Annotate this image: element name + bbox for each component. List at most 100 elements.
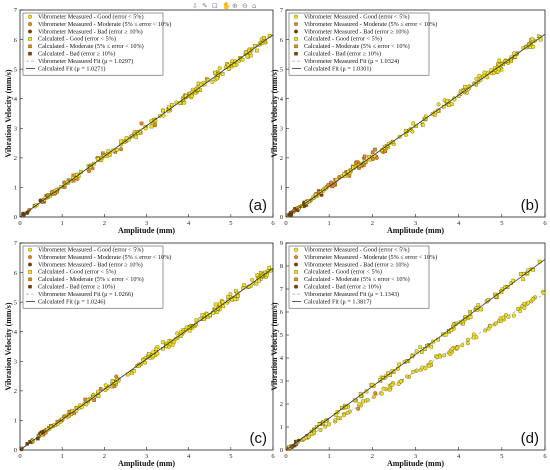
measured-point <box>194 318 199 323</box>
measured-point <box>450 102 454 107</box>
legend-entry: Vibrometer Measured - Bad (error ≥ 10%) <box>304 261 409 268</box>
measured-point <box>374 155 379 160</box>
y-tick-label: 0 <box>280 214 283 221</box>
y-tick-label: 3 <box>14 358 17 365</box>
measured-point <box>155 351 160 356</box>
y-axis-label: Vibration Velocity (mm/s) <box>4 302 13 390</box>
x-axis-label: Amplitude (mm) <box>387 226 444 235</box>
measured-point <box>373 391 378 396</box>
calculated-point <box>220 300 225 304</box>
x-tick-label: 5 <box>500 220 503 227</box>
calculated-point <box>215 310 219 314</box>
y-tick-label: 3 <box>14 125 17 132</box>
legend-marker <box>28 277 32 282</box>
legend-entry: Vibrometer Measured - Moderate (5% ≤ err… <box>38 254 171 261</box>
calculated-point <box>130 371 134 375</box>
measured-point <box>173 337 178 342</box>
calculated-point <box>146 352 151 356</box>
calculated-point <box>383 149 387 153</box>
calculated-point <box>232 63 237 67</box>
calculated-fit-line <box>19 34 274 218</box>
chart-panel-c: 0 1 2 3 4 5 6 0 1 2 3 4 5 6 7 Amplitude (mm) Vibration V… <box>4 240 275 468</box>
legend-marker <box>28 14 32 19</box>
legend-marker <box>294 51 298 56</box>
y-axis-label: Vibration Velocity (mm/s) <box>4 69 13 157</box>
x-tick-label: 5 <box>229 220 232 227</box>
scatter-points <box>19 265 273 452</box>
y-tick-label: 4 <box>14 96 18 103</box>
legend-marker <box>294 284 298 289</box>
y-tick-label: 7 <box>280 286 284 293</box>
legend-marker <box>28 44 32 49</box>
calculated-point <box>468 311 473 316</box>
legend-marker <box>28 262 32 267</box>
pan-icon[interactable]: ✋ <box>222 1 231 10</box>
y-tick-label: 0 <box>14 447 17 454</box>
x-tick-label: 1 <box>328 453 331 460</box>
legend-entry: Vibrometer Measured - Moderate (5% ≤ err… <box>304 21 437 28</box>
calculated-point <box>362 163 366 167</box>
x-tick-label: 1 <box>328 220 331 227</box>
legend: Vibrometer Measured - Good (error < 5%)V… <box>288 12 437 76</box>
zoom-in-icon[interactable]: ⊕ <box>232 2 238 10</box>
datatip-icon[interactable]: ⊡ <box>212 2 218 10</box>
y-tick-label: 1 <box>14 418 17 425</box>
calculated-point <box>200 313 205 317</box>
measured-point <box>530 297 535 302</box>
calculated-point <box>161 108 166 113</box>
calculated-point <box>213 70 217 75</box>
x-tick-label: 5 <box>500 453 503 460</box>
calculated-point <box>479 307 483 312</box>
legend-entry: Calculated - Good (error < 5%) <box>304 269 382 276</box>
x-tick-label: 6 <box>271 453 275 460</box>
measured-point <box>189 94 194 99</box>
x-tick-label: 3 <box>414 220 417 227</box>
x-tick-label: 2 <box>371 220 374 227</box>
measured-point <box>410 369 415 374</box>
calculated-point <box>110 379 115 383</box>
brush-icon[interactable]: ✎ <box>202 2 208 10</box>
calculated-point <box>267 265 272 270</box>
legend-entry: Vibrometer Measured Fit (μ = 1.0297) <box>38 58 133 65</box>
y-tick-label: 7 <box>280 7 284 14</box>
measured-fit-line <box>285 293 546 451</box>
y-tick-label: 2 <box>280 401 283 408</box>
calculated-point <box>364 389 369 394</box>
legend-entry: Calculated - Moderate (5% ≤ error < 10%) <box>38 43 144 50</box>
home-icon[interactable]: ⌂ <box>252 2 256 10</box>
y-tick-label: 9 <box>280 240 283 247</box>
legend-marker <box>28 37 32 41</box>
measured-point <box>387 387 392 392</box>
measured-point <box>460 343 465 348</box>
legend-entry: Vibrometer Measured Fit (μ = 1.0266) <box>38 291 133 298</box>
calculated-point <box>161 340 165 345</box>
y-tick-label: 6 <box>14 37 18 44</box>
calculated-point <box>96 394 101 398</box>
measured-point <box>404 132 408 137</box>
panel-label: (b) <box>521 197 539 214</box>
measured-point <box>215 76 220 81</box>
y-tick-label: 2 <box>14 388 17 395</box>
calculated-point <box>220 72 225 76</box>
measured-point <box>114 374 119 379</box>
y-tick-label: 4 <box>14 329 18 336</box>
calculated-point <box>292 209 296 213</box>
y-tick-label: 2 <box>14 155 17 162</box>
y-tick-label: 5 <box>14 299 17 306</box>
y-tick-label: 1 <box>280 185 283 192</box>
measured-point <box>436 102 441 107</box>
calculated-point <box>48 194 52 198</box>
x-tick-label: 4 <box>187 453 191 460</box>
calculated-point <box>521 277 525 282</box>
legend-entry: Calculated - Moderate (5% ≤ error < 10%) <box>38 276 144 283</box>
calculated-point <box>518 272 523 276</box>
figure-toolbar: ⇩ ✎ ⊡ ✋ ⊕ ⊖ ⌂ <box>192 1 256 10</box>
zoom-out-icon[interactable]: ⊖ <box>242 2 248 10</box>
calculated-point <box>132 369 136 373</box>
measured-point <box>465 341 470 346</box>
legend-entry: Calculated - Good (error < 5%) <box>38 269 116 276</box>
export-icon[interactable]: ⇩ <box>192 2 198 10</box>
measured-point <box>506 314 511 319</box>
